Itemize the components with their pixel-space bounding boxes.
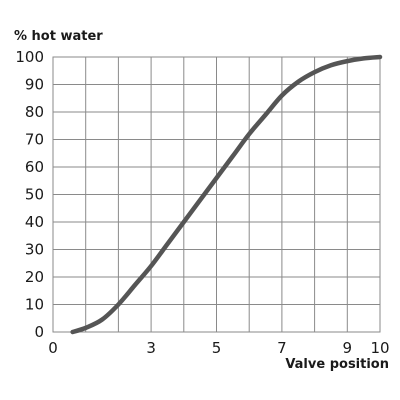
grid	[52, 56, 381, 333]
y-tick-label: 80	[25, 103, 44, 121]
y-tick-label: 60	[25, 158, 44, 176]
y-tick-label: 40	[25, 213, 44, 231]
y-tick-label: 30	[25, 241, 44, 259]
y-tick-label: 50	[25, 186, 44, 204]
y-tick-label: 70	[25, 131, 44, 149]
x-tick-label: 7	[277, 339, 287, 357]
x-tick-label: 9	[343, 339, 353, 357]
x-tick-label: 10	[370, 339, 389, 357]
y-tick-label: 20	[25, 268, 44, 286]
x-axis-title: Valve position	[285, 357, 389, 372]
y-tick-label: 0	[34, 323, 44, 341]
y-tick-label: 100	[15, 48, 44, 66]
plot-frame	[52, 56, 381, 333]
x-tick-labels: 0 3 5 7 9 10	[48, 339, 389, 357]
x-tick-label: 3	[146, 339, 156, 357]
x-tick-label: 5	[212, 339, 222, 357]
x-tick-label: 0	[48, 339, 58, 357]
y-axis-title: % hot water	[14, 29, 103, 44]
series-line-hot-water	[70, 54, 383, 335]
y-tick-labels: 0 10 20 30 40 50 60 70 80 90 100	[15, 48, 44, 341]
y-tick-label: 10	[25, 296, 44, 314]
y-tick-label: 90	[25, 76, 44, 94]
